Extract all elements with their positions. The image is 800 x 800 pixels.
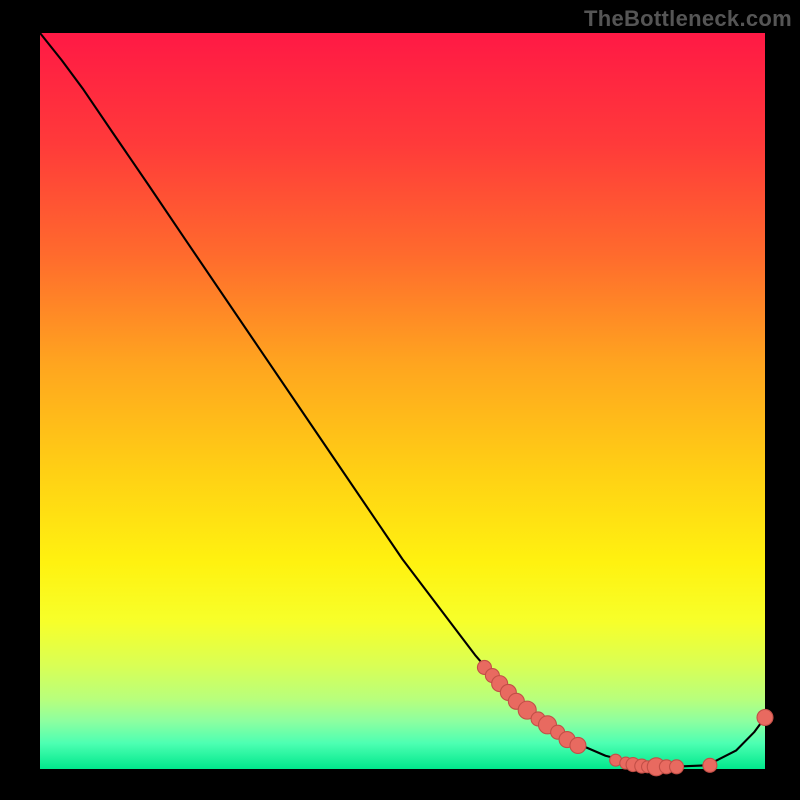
chart-container: TheBottleneck.com: [0, 0, 800, 800]
plot-background: [40, 33, 765, 769]
bottleneck-chart: [0, 0, 800, 800]
data-marker: [703, 758, 717, 772]
data-marker: [570, 737, 586, 753]
data-marker: [670, 760, 684, 774]
data-marker: [757, 709, 773, 725]
